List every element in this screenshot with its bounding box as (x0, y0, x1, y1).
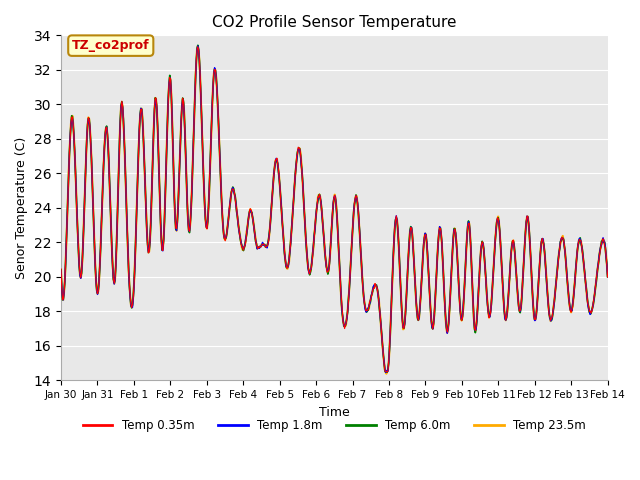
Temp 6.0m (209, 99, 216, 105)
Temp 0.35m (57, 266, 65, 272)
Line: Temp 0.35m: Temp 0.35m (61, 47, 607, 372)
Legend: Temp 0.35m, Temp 1.8m, Temp 6.0m, Temp 23.5m: Temp 0.35m, Temp 1.8m, Temp 6.0m, Temp 2… (78, 414, 591, 437)
Temp 23.5m (209, 102, 216, 108)
Temp 23.5m (403, 298, 410, 304)
Temp 1.8m (179, 96, 186, 102)
Line: Temp 1.8m: Temp 1.8m (61, 46, 607, 372)
Temp 1.8m (209, 99, 216, 105)
Temp 1.8m (419, 267, 426, 273)
Title: CO2 Profile Sensor Temperature: CO2 Profile Sensor Temperature (212, 15, 456, 30)
Temp 1.8m (67, 121, 75, 127)
Temp 6.0m (179, 95, 186, 101)
Temp 6.0m (419, 269, 426, 275)
Temp 23.5m (67, 121, 75, 127)
Temp 23.5m (124, 227, 131, 233)
Temp 1.8m (604, 274, 611, 279)
Temp 0.35m (383, 369, 391, 375)
Temp 0.35m (67, 120, 75, 126)
Temp 1.8m (194, 43, 202, 49)
Temp 6.0m (403, 299, 410, 304)
Temp 0.35m (124, 227, 131, 232)
Temp 23.5m (419, 267, 426, 273)
Temp 6.0m (67, 122, 75, 128)
Temp 23.5m (57, 266, 65, 272)
Temp 6.0m (383, 370, 391, 375)
Temp 0.35m (403, 298, 410, 304)
Temp 6.0m (604, 274, 611, 280)
Temp 6.0m (124, 227, 131, 232)
Temp 6.0m (57, 267, 65, 273)
Text: TZ_co2prof: TZ_co2prof (72, 39, 150, 52)
Temp 0.35m (209, 101, 216, 107)
Temp 23.5m (604, 273, 611, 279)
X-axis label: Time: Time (319, 406, 349, 419)
Line: Temp 23.5m: Temp 23.5m (61, 46, 607, 374)
Temp 0.35m (604, 274, 611, 280)
Temp 0.35m (179, 95, 186, 101)
Temp 1.8m (403, 298, 410, 304)
Temp 23.5m (179, 96, 186, 102)
Temp 0.35m (419, 269, 426, 275)
Temp 1.8m (124, 226, 131, 231)
Temp 0.35m (194, 44, 202, 49)
Temp 6.0m (194, 42, 202, 48)
Temp 1.8m (57, 268, 65, 274)
Temp 23.5m (194, 43, 202, 49)
Temp 23.5m (383, 371, 390, 377)
Temp 1.8m (382, 370, 390, 375)
Line: Temp 6.0m: Temp 6.0m (61, 45, 607, 372)
Y-axis label: Senor Temperature (C): Senor Temperature (C) (15, 137, 28, 279)
